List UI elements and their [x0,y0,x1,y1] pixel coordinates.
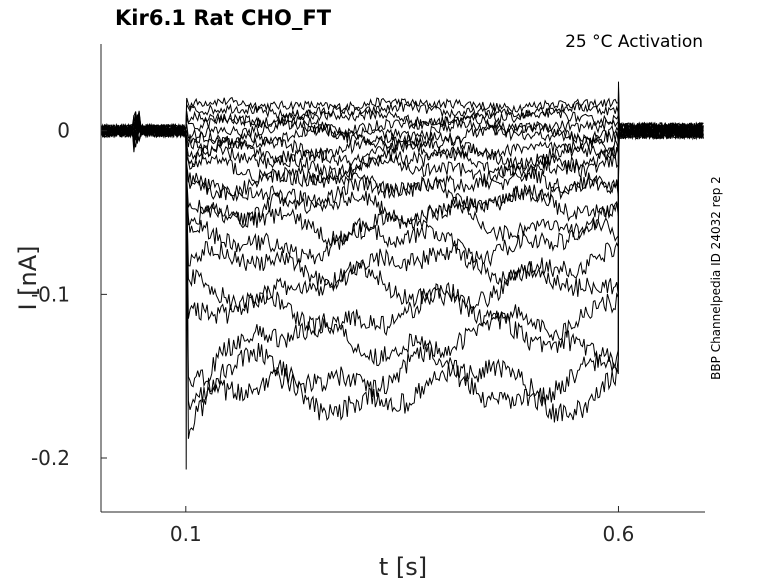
x-tick-label: 0.1 [170,522,202,546]
trace-line [100,121,704,293]
trace-line [100,121,704,267]
trace-line [100,121,704,314]
trace-line [100,115,704,341]
trace-line [100,118,704,247]
trace-line [100,114,704,215]
chart-title: Kir6.1 Rat CHO_FT [115,6,332,30]
chart-subtitle: 25 °C Activation [565,32,703,52]
trace-line [100,111,704,162]
trace-line [100,86,704,143]
trace-line [100,96,704,140]
y-tick-label: 0 [57,119,70,143]
x-ticks: 0.1 0.6 [170,506,634,546]
trace-line [100,112,704,470]
y-tick-label: -0.1 [31,282,70,306]
y-tick-label: -0.2 [31,446,70,470]
trace-line [100,111,704,200]
trace-line [100,81,704,139]
side-label: BBP Channelpedia ID 24032 rep 2 [709,176,723,380]
x-tick-label: 0.6 [603,522,635,546]
trace-line [100,117,704,191]
y-ticks: 0 -0.1 -0.2 [31,119,107,470]
y-axis-label: I [nA] [14,245,42,310]
trace-line [100,110,704,170]
x-axis-label: t [s] [379,553,427,581]
current-traces [100,81,704,470]
trace-line [100,101,704,144]
trace-line [100,111,704,180]
